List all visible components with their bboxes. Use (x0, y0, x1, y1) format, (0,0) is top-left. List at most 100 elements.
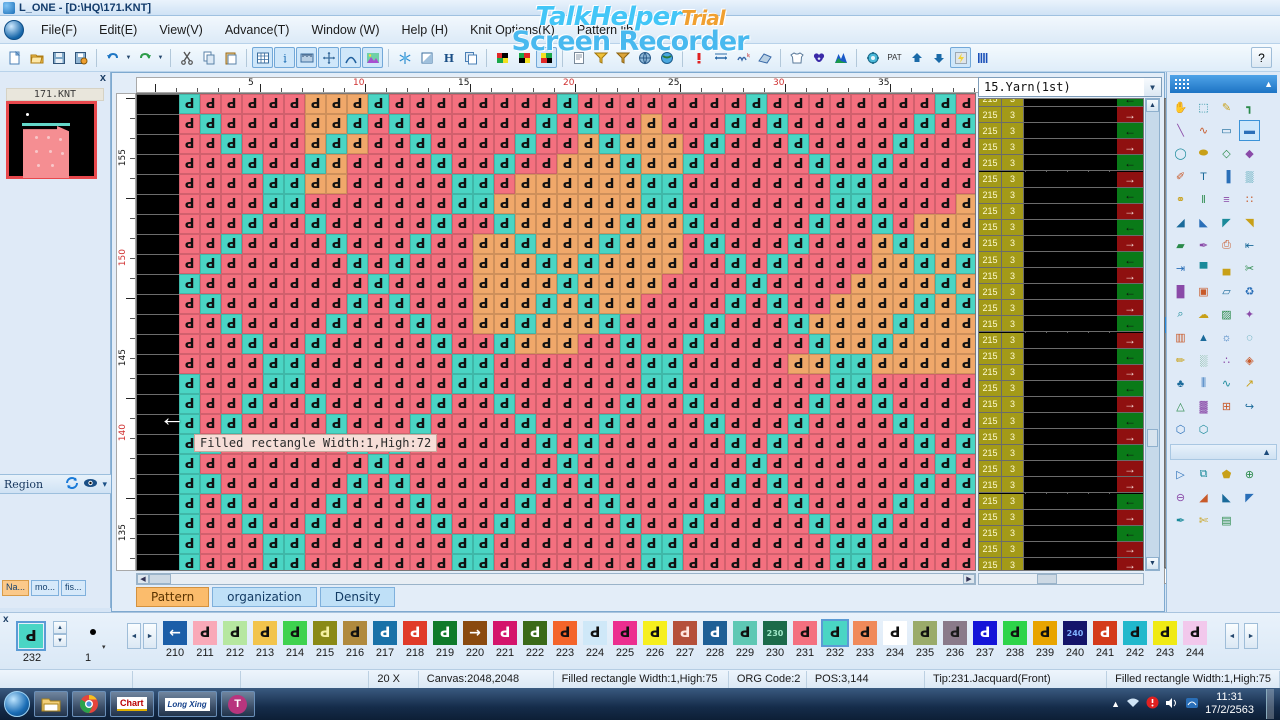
pattern-cell-selected[interactable]: Ԁ (179, 534, 200, 554)
pattern-cell[interactable]: Ԁ (683, 174, 704, 194)
pattern-cell[interactable]: Ԁ (326, 394, 347, 414)
pattern-cell[interactable]: Ԁ (494, 514, 515, 534)
yarn-row-count[interactable]: 3 (1002, 107, 1024, 123)
step-chart-icon[interactable]: ⬡ (1175, 424, 1186, 436)
yarn-row-count[interactable]: 3 (1002, 219, 1024, 235)
yarn-row[interactable]: 215 3 ← (979, 155, 1143, 172)
yarn-row-count[interactable]: 3 (1002, 493, 1024, 509)
yarn-row-body[interactable] (1024, 380, 1117, 396)
pattern-cell[interactable]: Ԁ (410, 154, 431, 174)
yarn-row-code[interactable]: 215 (979, 284, 1002, 300)
pattern-cell[interactable]: Ԁ (641, 394, 662, 414)
mini-tab-mode[interactable]: mo... (31, 580, 60, 596)
yarn-row-body[interactable] (1024, 155, 1117, 171)
yarn-row-body[interactable] (1024, 300, 1117, 316)
pattern-cell[interactable]: Ԁ (578, 314, 599, 334)
pattern-cell[interactable]: Ԁ (893, 274, 914, 294)
palette-swatch[interactable]: Ԁ 227 (670, 621, 700, 659)
snowflake-icon[interactable] (394, 47, 415, 68)
pattern-cell[interactable]: Ԁ (200, 554, 221, 570)
pattern-cell[interactable]: Ԁ (284, 134, 305, 154)
yarn-row-code[interactable]: 215 (979, 123, 1002, 139)
palette-swatch[interactable]: Ԁ 232 (820, 619, 850, 659)
pattern-cell[interactable]: Ԁ (704, 134, 725, 154)
pattern-cell[interactable]: Ԁ (305, 354, 326, 374)
pattern-cell[interactable]: Ԁ (473, 474, 494, 494)
pattern-cell[interactable]: Ԁ (620, 94, 641, 114)
pattern-cell[interactable]: Ԁ (284, 314, 305, 334)
checker-icon[interactable]: ∷ (1246, 194, 1253, 206)
scroll-up-icon[interactable]: ▲ (1146, 99, 1159, 112)
pattern-cell[interactable]: Ԁ (641, 194, 662, 214)
yarn-row-code[interactable]: 215 (979, 380, 1002, 396)
pattern-cell[interactable]: Ԁ (389, 234, 410, 254)
palette-swatch-color[interactable]: Ԁ (583, 621, 607, 645)
show-desktop-button[interactable] (1266, 689, 1274, 719)
palette-swatch-color[interactable]: Ԁ (703, 621, 727, 645)
pattern-cell[interactable]: Ԁ (935, 434, 956, 454)
pattern-cell[interactable]: Ԁ (179, 254, 200, 274)
yarn-row-code[interactable]: 215 (979, 235, 1002, 251)
yarn-row-body[interactable] (1024, 316, 1117, 332)
pattern-cell[interactable]: Ԁ (473, 274, 494, 294)
pattern-cell[interactable]: Ԁ (641, 134, 662, 154)
pattern-cell[interactable]: Ԁ (599, 134, 620, 154)
pattern-cell[interactable]: Ԁ (221, 374, 242, 394)
chevron-down-icon[interactable]: ▾ (102, 644, 106, 651)
pattern-cell[interactable]: Ԁ (347, 514, 368, 534)
pattern-cell[interactable]: Ԁ (767, 434, 788, 454)
pattern-cell[interactable]: Ԁ (767, 274, 788, 294)
pattern-cell[interactable]: Ԁ (578, 354, 599, 374)
yarn-vscrollbar[interactable]: ▲ ▼ (1145, 98, 1160, 571)
yarn-row[interactable]: 215 3 → (979, 268, 1143, 285)
pattern-cell[interactable]: Ԁ (809, 354, 830, 374)
pattern-cell[interactable]: Ԁ (368, 374, 389, 394)
pattern-cell[interactable]: Ԁ (809, 254, 830, 274)
pattern-cell[interactable]: Ԁ (347, 414, 368, 434)
pattern-cell[interactable]: Ԁ (200, 494, 221, 514)
pattern-cell[interactable]: Ԁ (662, 554, 683, 570)
pattern-cell[interactable]: Ԁ (515, 274, 536, 294)
pattern-cell[interactable]: Ԁ (263, 94, 284, 114)
pattern-cell[interactable]: Ԁ (809, 554, 830, 570)
pattern-cell[interactable]: Ԁ (494, 434, 515, 454)
pattern-cell[interactable]: Ԁ (305, 174, 326, 194)
pattern-cell[interactable]: Ԁ (242, 174, 263, 194)
yarn-row-body[interactable] (1024, 268, 1117, 284)
pencil-alt-icon[interactable]: ✒ (1175, 515, 1186, 527)
pattern-cell[interactable]: Ԁ (662, 254, 683, 274)
palette-swatch-color[interactable]: 230 (763, 621, 787, 645)
pattern-cell[interactable]: Ԁ (620, 554, 641, 570)
columns-icon[interactable]: ▐ (1222, 170, 1231, 183)
cut-icon[interactable] (176, 47, 197, 68)
pattern-cell[interactable]: Ԁ (956, 454, 975, 474)
pattern-cell[interactable]: Ԁ (179, 94, 200, 114)
pattern-cell[interactable]: Ԁ (473, 534, 494, 554)
pattern-cell[interactable]: Ԁ (893, 214, 914, 234)
pattern-cell[interactable]: Ԁ (452, 514, 473, 534)
taskbar-item-chart[interactable]: Chart (110, 691, 154, 717)
palette-swatch[interactable]: Ԁ 237 (970, 621, 1000, 659)
yarn-row-code[interactable]: 215 (979, 509, 1002, 525)
pattern-cell[interactable]: Ԁ (809, 394, 830, 414)
column-icon[interactable]: ▤ (1221, 515, 1232, 527)
pattern-cell[interactable]: Ԁ (452, 314, 473, 334)
pattern-cell[interactable]: Ԁ (536, 374, 557, 394)
pattern-cell[interactable]: Ԁ (704, 294, 725, 314)
pattern-cell[interactable]: Ԁ (641, 334, 662, 354)
pattern-cell[interactable]: Ԁ (662, 514, 683, 534)
pattern-cell[interactable]: Ԁ (536, 514, 557, 534)
pattern-cell[interactable]: Ԁ (452, 234, 473, 254)
pattern-cell[interactable]: Ԁ (956, 554, 975, 570)
pattern-cell[interactable]: Ԁ (599, 454, 620, 474)
pattern-cell[interactable]: Ԁ (410, 274, 431, 294)
palette-swatch-color[interactable]: Ԁ (883, 621, 907, 645)
pattern-cell[interactable]: Ԁ (326, 354, 347, 374)
pattern-cell[interactable]: Ԁ (557, 534, 578, 554)
pattern-cell[interactable]: Ԁ (620, 194, 641, 214)
pattern-cell[interactable]: Ԁ (284, 554, 305, 570)
zoom-icon[interactable]: ⌕ (1177, 308, 1184, 320)
pattern-cell[interactable]: Ԁ (956, 134, 975, 154)
shirt-outline-icon[interactable]: ♣ (1176, 377, 1185, 390)
pattern-cell[interactable]: Ԁ (914, 154, 935, 174)
